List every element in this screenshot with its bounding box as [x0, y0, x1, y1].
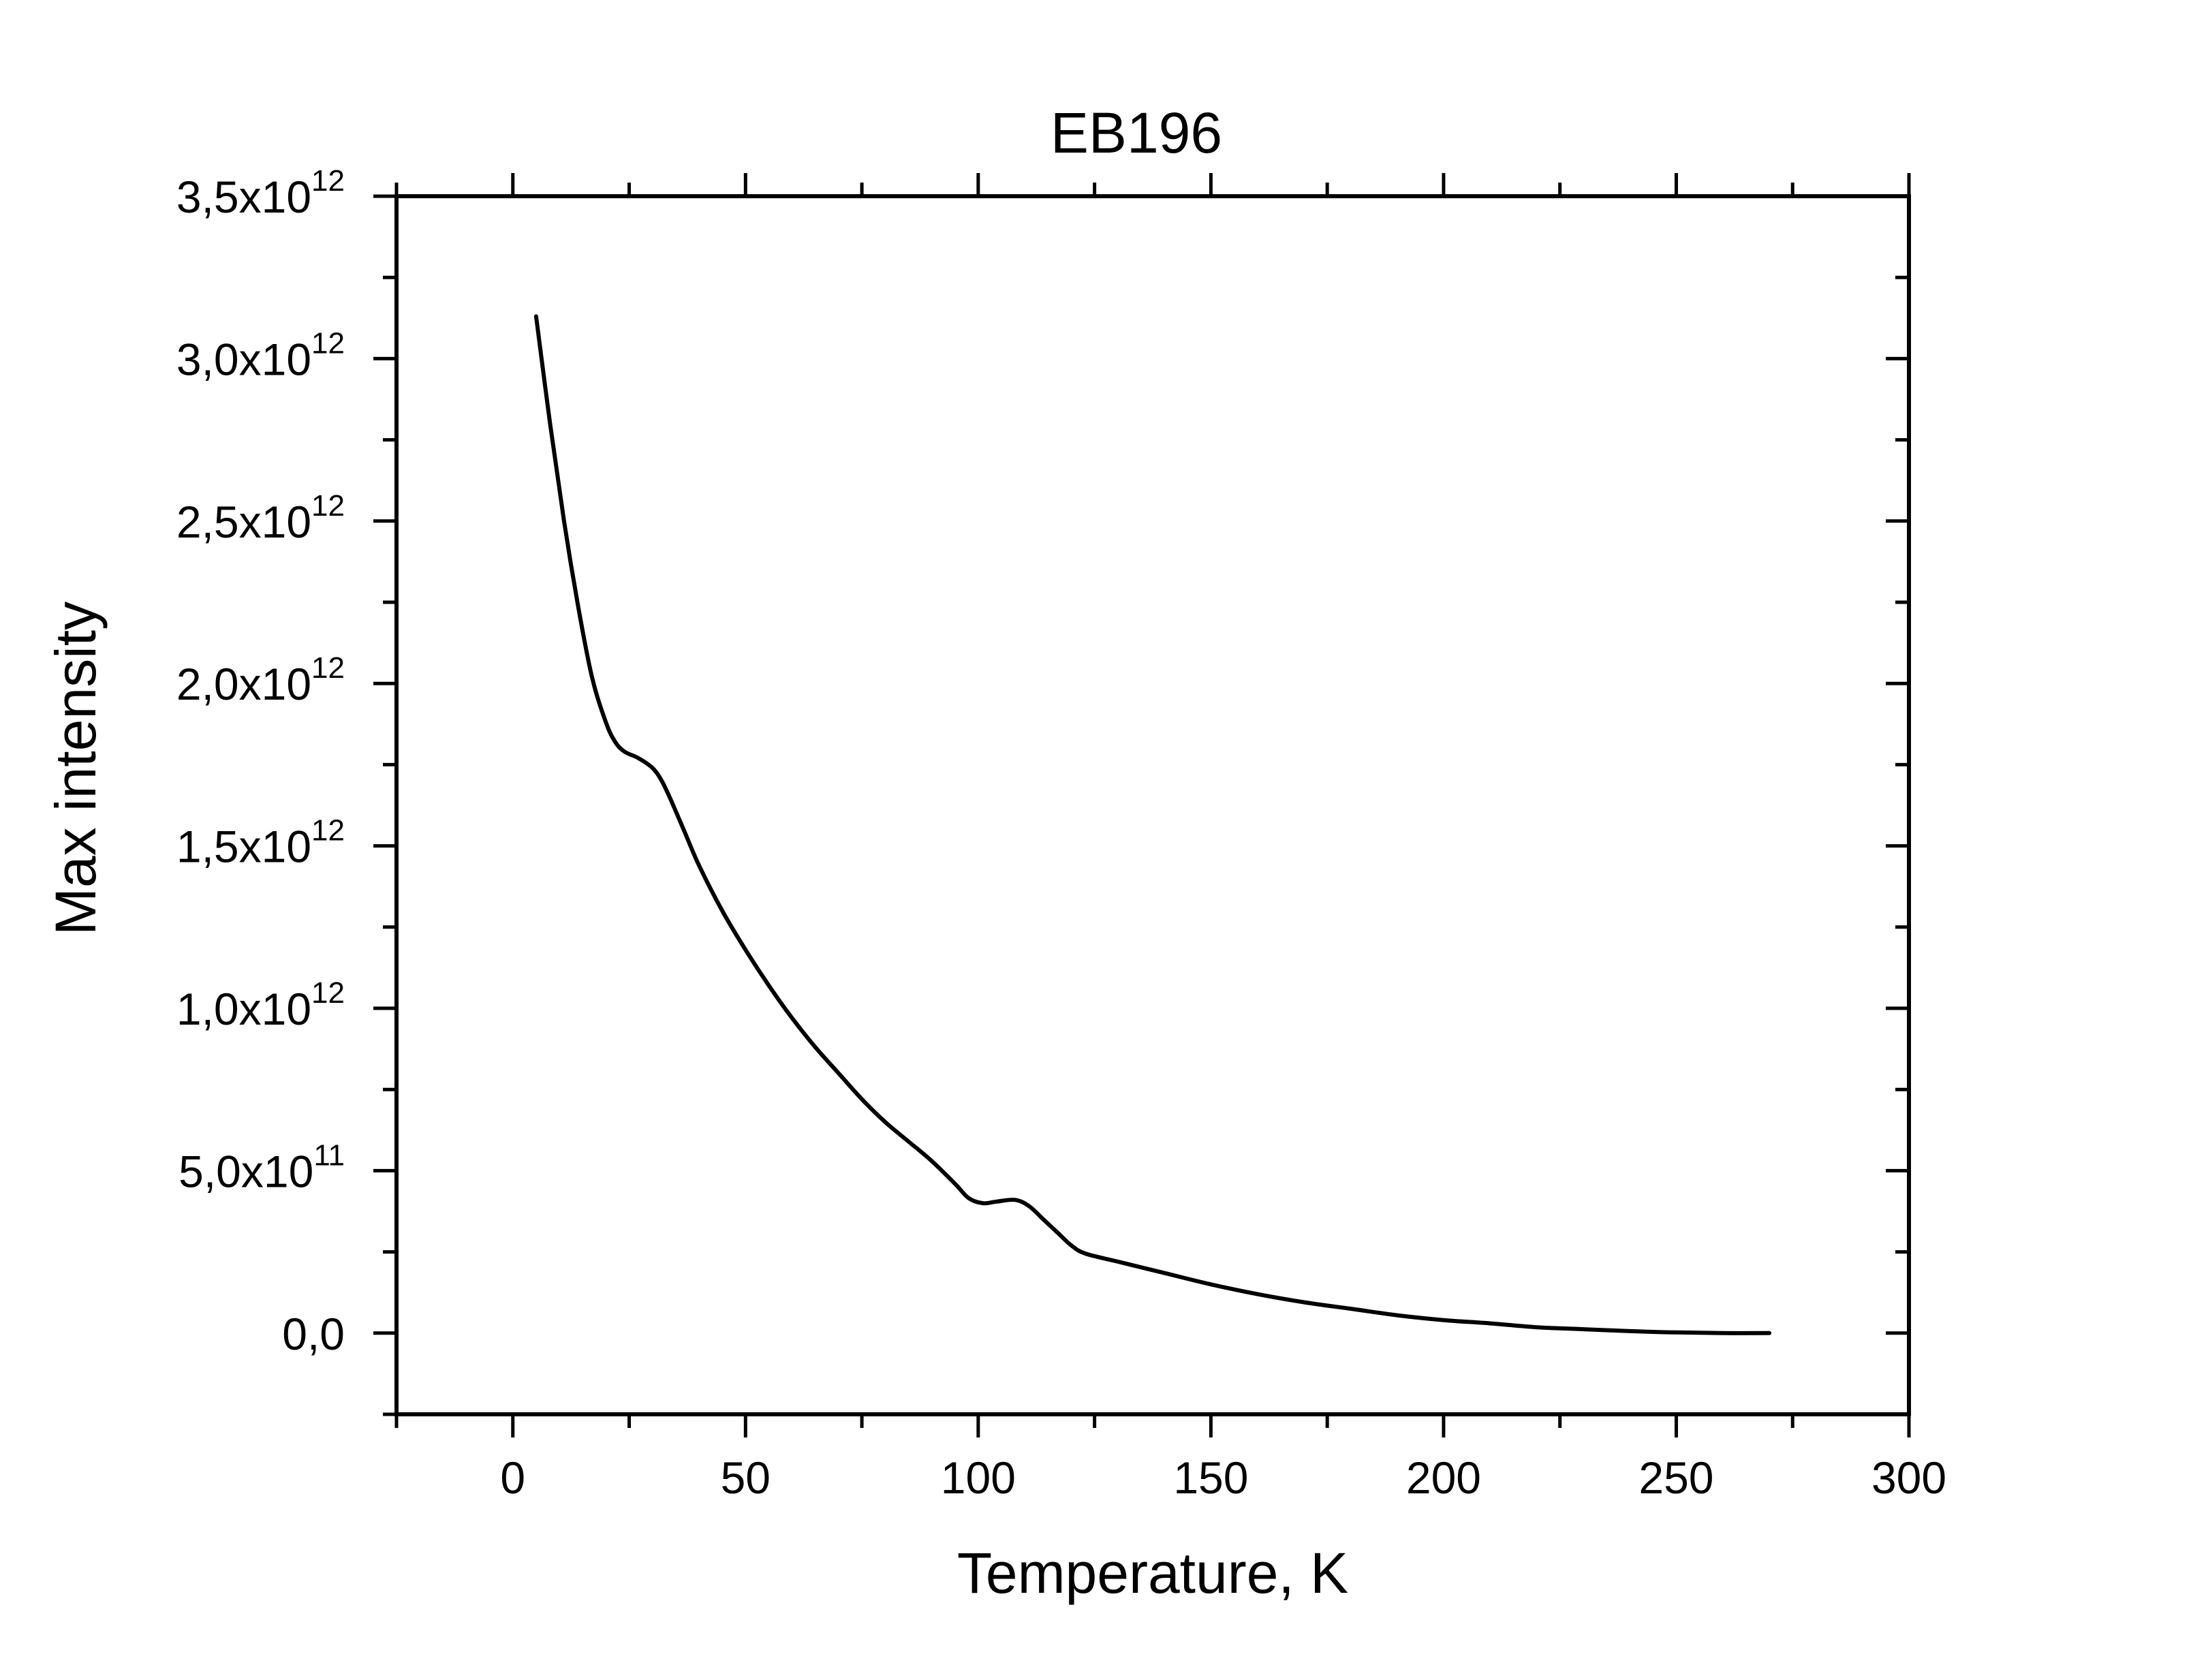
x-tick-label: 250 [1638, 1452, 1713, 1503]
x-tick-label: 0 [500, 1452, 525, 1503]
y-tick-mantissa: 1,0x10 [176, 984, 311, 1034]
y-tick-label: 2,5x1012 [176, 489, 345, 547]
y-tick-label: 3,5x1012 [176, 164, 345, 222]
x-tick-label: 100 [941, 1452, 1016, 1503]
x-axis-label: Temperature, K [957, 1541, 1348, 1605]
series-line [533, 314, 1772, 1335]
x-axis-ticks: 0 50 100 150 200 250 300 [394, 173, 1946, 1503]
y-tick-label: 1,0x1012 [176, 976, 345, 1034]
y-axis-ticks: 0,05,0x10111,0x10121,5x10122,0x10122,5x1… [176, 164, 1909, 1416]
y-tick-mantissa: 2,0x10 [176, 659, 311, 709]
y-tick-exponent: 12 [311, 326, 345, 360]
chart-title: EB196 [1051, 101, 1222, 165]
x-tick-label: 200 [1406, 1452, 1481, 1503]
y-tick-exponent: 11 [313, 1138, 345, 1172]
y-tick-label: 5,0x1011 [178, 1138, 345, 1196]
y-tick-mantissa: 2,5x10 [176, 497, 311, 547]
y-tick-mantissa: 1,5x10 [176, 822, 311, 872]
y-tick-exponent: 12 [311, 976, 345, 1010]
x-tick-label: 150 [1173, 1452, 1248, 1503]
y-tick-exponent: 12 [311, 814, 345, 847]
x-tick-label: 50 [721, 1452, 771, 1503]
y-tick-mantissa: 3,0x10 [176, 334, 311, 384]
series-layer [533, 314, 1772, 1335]
y-tick-label: 2,0x1012 [176, 651, 345, 709]
x-tick-label: 300 [1871, 1452, 1946, 1503]
y-tick-exponent: 12 [311, 489, 345, 523]
y-tick-exponent: 12 [311, 651, 345, 685]
y-tick-mantissa: 3,5x10 [176, 172, 311, 222]
y-tick-exponent: 12 [311, 164, 345, 198]
plot-frame [394, 194, 1911, 1416]
y-tick-label: 0,0 [282, 1309, 345, 1359]
y-tick-mantissa: 5,0x10 [178, 1146, 313, 1196]
y-tick-label: 3,0x1012 [176, 326, 345, 384]
y-tick-mantissa: 0,0 [282, 1309, 345, 1359]
y-tick-label: 1,5x1012 [176, 814, 345, 872]
y-axis-label: Max intensity [44, 602, 108, 935]
